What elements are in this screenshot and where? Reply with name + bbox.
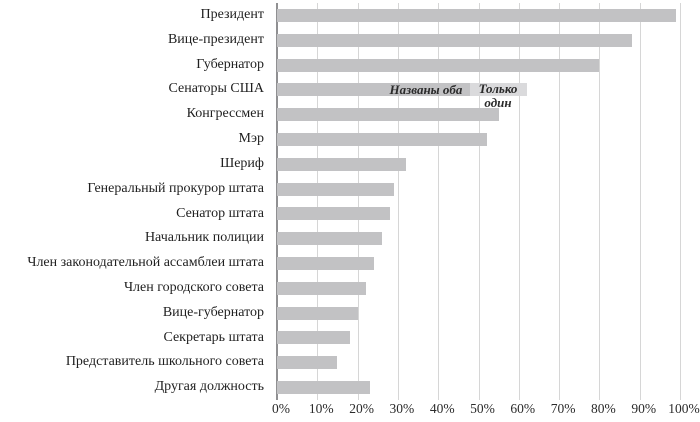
x-tick-label-40pct: 40% — [429, 401, 455, 416]
gridline-70% — [559, 3, 561, 400]
plot-area: Названы оба Только один — [276, 3, 681, 400]
category-label-13: Вице-губернатор — [162, 304, 264, 320]
bar-2 — [277, 33, 632, 47]
x-tick-label-100pct: 100% — [668, 401, 700, 416]
gridline-100% — [680, 3, 681, 400]
bar-6 — [277, 132, 487, 146]
bar-9 — [277, 207, 390, 221]
gridline-90% — [639, 3, 641, 400]
y-axis-line — [276, 3, 278, 400]
bar-8 — [277, 182, 394, 196]
category-label-14: Секретарь штата — [163, 329, 264, 345]
category-label-7: Шериф — [220, 155, 264, 171]
category-label-1: Президент — [200, 7, 264, 22]
x-tick-label-0pct: 0% — [272, 401, 290, 416]
bar-3 — [277, 58, 600, 72]
category-label-4: Сенаторы США — [168, 81, 264, 97]
gridline-30% — [397, 3, 399, 400]
bar-4 — [277, 83, 471, 97]
x-tick-label-10pct: 10% — [308, 401, 334, 416]
bar-4-only-one-segment — [470, 83, 527, 97]
x-tick-label-60pct: 60% — [510, 401, 536, 416]
bar-15 — [277, 356, 338, 370]
bar-14 — [277, 331, 350, 345]
x-tick-label-20pct: 20% — [349, 401, 374, 416]
gridline-20% — [357, 3, 359, 400]
bar-1 — [277, 8, 676, 22]
x-tick-label-80pct: 80% — [591, 401, 616, 416]
bar-16 — [277, 381, 370, 395]
category-label-15: Представитель школьного совета — [65, 354, 264, 370]
gridline-50% — [478, 3, 480, 400]
category-label-11: Член законодательной ассамблеи штата — [27, 255, 264, 271]
annotation-only-one: Только один — [478, 81, 518, 110]
gridline-60% — [518, 3, 520, 400]
category-label-8: Генеральный прокурор штата — [87, 180, 264, 196]
bar-12 — [277, 281, 366, 295]
category-label-16: Другая должность — [154, 379, 264, 395]
x-tick-label-90pct: 90% — [631, 401, 657, 416]
category-label-2: Вице-президент — [167, 31, 264, 47]
x-tick-label-30pct: 30% — [389, 401, 415, 416]
category-label-5: Конгрессмен — [186, 106, 264, 122]
annotation-named-both: Названы оба — [389, 82, 463, 97]
gridline-80% — [599, 3, 601, 400]
category-label-6: Мэр — [238, 131, 264, 147]
category-label-10: Начальник полиции — [144, 230, 264, 246]
bar-5 — [277, 108, 499, 122]
bar-10 — [277, 232, 382, 246]
category-label-12: Член городского совета — [123, 279, 264, 295]
x-tick-label-70pct: 70% — [550, 401, 576, 416]
gridline-10% — [317, 3, 319, 400]
gridline-40% — [438, 3, 440, 400]
category-label-3: Губернатор — [196, 56, 264, 72]
bar-11 — [277, 257, 374, 271]
category-label-9: Сенатор штата — [176, 205, 264, 221]
bar-7 — [277, 157, 406, 171]
x-tick-label-50pct: 50% — [470, 401, 495, 416]
bar-13 — [277, 306, 358, 320]
